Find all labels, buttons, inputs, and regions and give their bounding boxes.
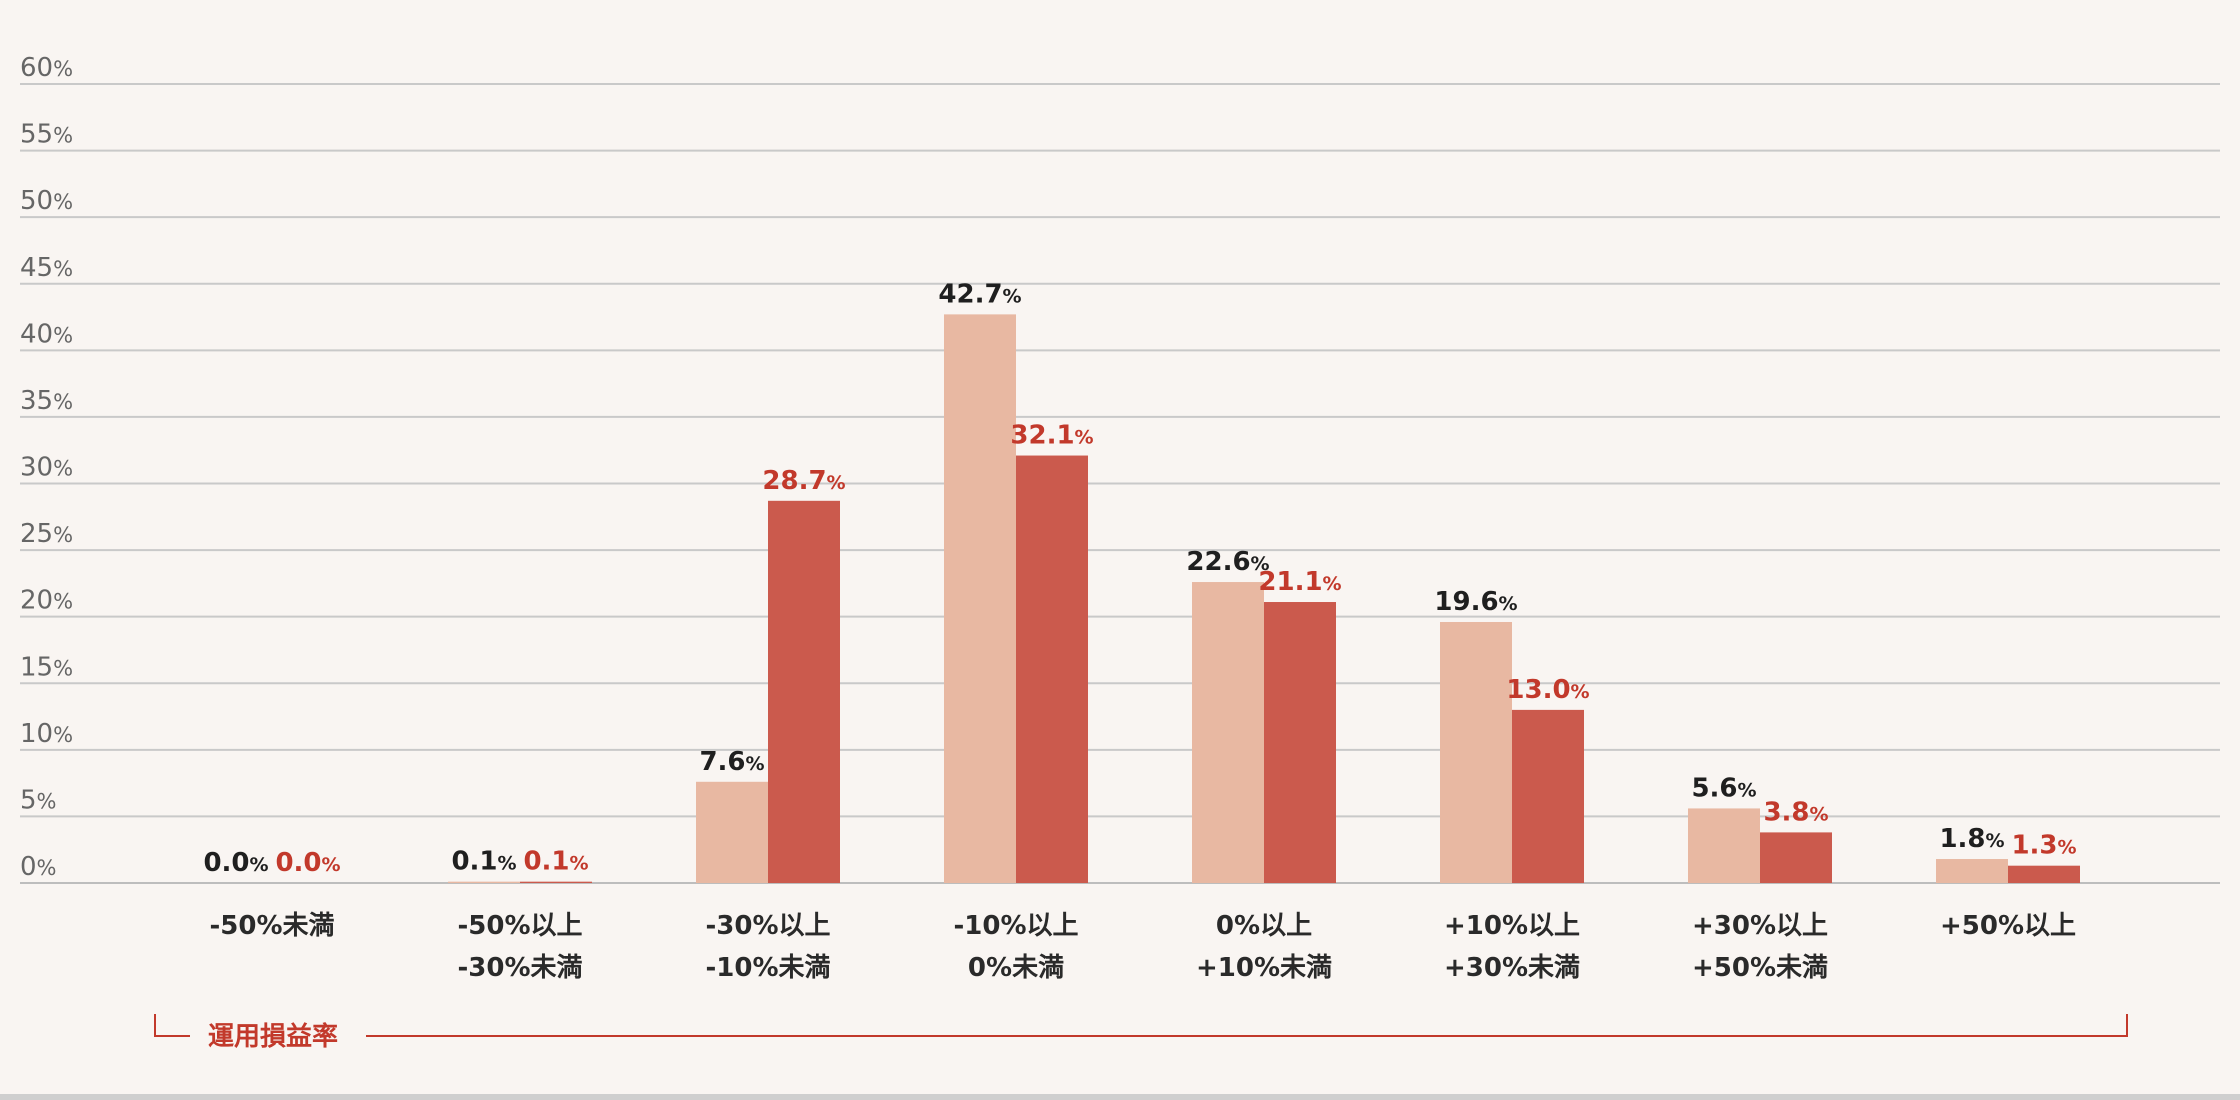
data-label: 21.1% xyxy=(1258,567,1341,597)
y-tick-label: 60% xyxy=(20,53,73,83)
data-label: 42.7% xyxy=(938,279,1021,309)
x-tick-label: 0%以上+10%未満 xyxy=(1196,911,1332,983)
data-label: 0.0% xyxy=(275,848,340,878)
bar-series2 xyxy=(768,500,840,883)
x-tick-label: -30%以上-10%未満 xyxy=(705,911,830,983)
y-tick-label: 0% xyxy=(20,852,57,882)
y-tick-label: 50% xyxy=(20,186,73,216)
data-label: 7.6% xyxy=(699,747,764,777)
y-tick-label: 20% xyxy=(20,586,73,616)
data-label: 32.1% xyxy=(1010,421,1093,451)
x-axis-bracket-right xyxy=(366,1014,2128,1037)
y-tick-label: 25% xyxy=(20,519,73,549)
bar-series2 xyxy=(1760,832,1832,883)
data-label: 1.3% xyxy=(2011,831,2076,861)
y-tick-label: 45% xyxy=(20,253,73,283)
y-tick-label: 5% xyxy=(20,785,57,815)
bar-series1 xyxy=(448,881,520,883)
bar-series2 xyxy=(1512,709,1584,883)
bar-series2 xyxy=(1264,602,1336,883)
x-axis-title: 運用損益率 xyxy=(208,1021,338,1052)
data-label: 28.7% xyxy=(762,466,845,496)
x-tick-label: +10%以上+30%未満 xyxy=(1444,911,1580,983)
y-tick-label: 55% xyxy=(20,120,73,150)
data-label: 1.8% xyxy=(1939,824,2004,854)
bottom-divider xyxy=(0,1094,2240,1100)
x-tick-label: -10%以上 0%未満 xyxy=(953,911,1078,983)
data-label: 0.1% xyxy=(523,847,588,877)
bar-series2 xyxy=(2008,865,2080,883)
y-tick-label: 10% xyxy=(20,719,73,749)
y-tick-label: 35% xyxy=(20,386,73,416)
x-axis-bracket-left xyxy=(154,1014,190,1037)
x-tick-label: +50%以上 xyxy=(1940,911,2076,941)
bar-series1 xyxy=(1192,582,1264,883)
bar-series1 xyxy=(696,781,768,883)
bar-series1 xyxy=(1688,808,1760,883)
data-label: 0.1% xyxy=(451,847,516,877)
x-tick-label: -50%以上-30%未満 xyxy=(457,911,582,983)
data-label: 22.6% xyxy=(1186,547,1269,577)
x-tick-label: +30%以上+50%未満 xyxy=(1692,911,1828,983)
x-tick-label: -50%未満 xyxy=(209,911,334,941)
bar-series2 xyxy=(520,881,592,883)
bar-series1 xyxy=(1440,621,1512,883)
y-tick-label: 30% xyxy=(20,453,73,483)
data-label: 3.8% xyxy=(1763,797,1828,827)
bar-series2 xyxy=(1016,455,1088,883)
data-label: 13.0% xyxy=(1506,675,1589,705)
data-label: 0.0% xyxy=(203,848,268,878)
y-tick-label: 40% xyxy=(20,319,73,349)
bar-series1 xyxy=(1936,859,2008,883)
data-label: 5.6% xyxy=(1691,773,1756,803)
data-label: 19.6% xyxy=(1434,587,1517,617)
bar-series1 xyxy=(944,314,1016,884)
y-tick-label: 15% xyxy=(20,652,73,682)
